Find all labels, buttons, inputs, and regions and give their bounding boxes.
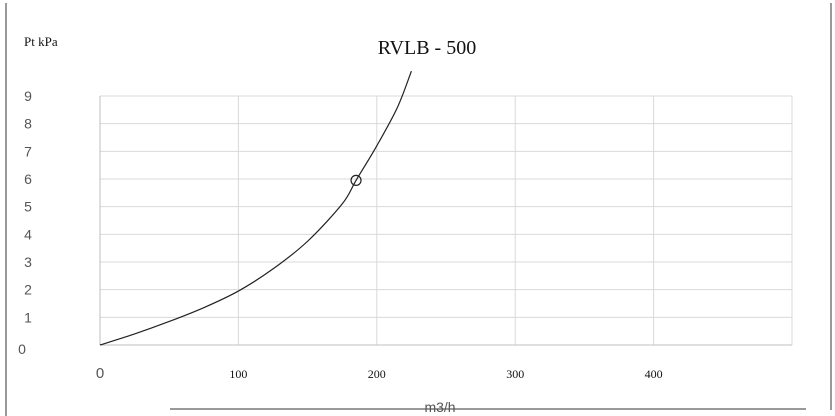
data-point-marker <box>350 174 362 186</box>
x-tick-label: 400 <box>645 367 663 381</box>
y-tick-labels: 0 1 2 3 4 5 6 7 8 9 <box>18 88 32 357</box>
y-tick-label: 3 <box>24 254 32 270</box>
y-tick-label: 6 <box>24 171 32 187</box>
x-tick-label: 300 <box>506 367 524 381</box>
x-axis-label: m3/h <box>424 399 455 415</box>
series-line <box>99 70 412 346</box>
axes <box>99 96 792 346</box>
y-tick-label: 0 <box>18 341 26 357</box>
series <box>99 70 412 346</box>
x-tick-label: 0 <box>96 365 104 382</box>
grid <box>100 95 793 345</box>
x-tick-labels: 0 100 200 300 400 <box>96 365 663 382</box>
x-tick-label: 200 <box>368 367 386 381</box>
y-tick-label: 7 <box>24 143 32 159</box>
y-tick-label: 1 <box>24 309 32 325</box>
y-tick-label: 5 <box>24 199 32 215</box>
chart-title: RVLB - 500 <box>378 37 476 59</box>
y-axis-label: Pt kPa <box>24 34 58 49</box>
y-tick-label: 8 <box>24 116 32 132</box>
y-tick-label: 9 <box>24 88 32 104</box>
x-tick-label: 100 <box>229 367 247 381</box>
y-tick-label: 4 <box>24 226 32 242</box>
y-tick-label: 2 <box>24 282 32 298</box>
